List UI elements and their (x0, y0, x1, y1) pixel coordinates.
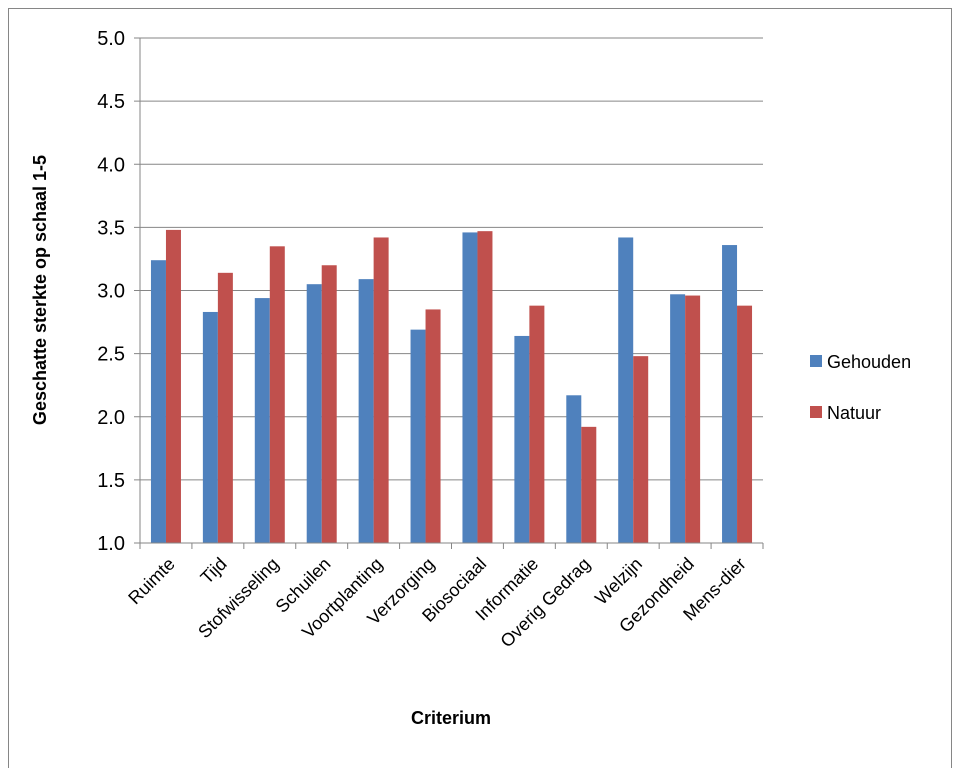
bar-gehouden-overig-gedrag (566, 395, 582, 543)
y-tick-label: 2.0 (97, 407, 125, 429)
bar-gehouden-biosociaal (462, 232, 478, 544)
y-tick-label: 1.0 (97, 533, 125, 555)
y-tick-label: 5.0 (97, 28, 125, 50)
bar-natuur-overig-gedrag (581, 426, 597, 543)
legend-label-gehouden: Gehouden (827, 352, 911, 372)
bar-natuur-ruimte (165, 229, 181, 543)
bar-gehouden-welzijn (618, 237, 634, 543)
bar-gehouden-verzorging (410, 329, 426, 543)
y-tick-label: 3.5 (97, 217, 125, 239)
bar-gehouden-schuilen (306, 284, 322, 543)
bar-gehouden-voortplanting (358, 279, 374, 543)
x-tick-labels: Ruimte TijdStofwisselingSchuilenVoortplan… (124, 554, 750, 652)
bar-gehouden-mens-dier (722, 245, 738, 544)
y-tick-label: 4.0 (97, 154, 125, 176)
bar-natuur-welzijn (633, 356, 649, 543)
bar-gehouden-gezondheid (670, 294, 686, 543)
bar-gehouden-tijd (202, 311, 218, 543)
x-tick-label: Ruimte (124, 554, 178, 608)
bar-natuur-schuilen (321, 265, 337, 543)
gridlines (140, 37, 763, 481)
y-tick-label: 1.5 (97, 470, 125, 492)
y-tick-label: 3.0 (97, 281, 125, 303)
bar-gehouden-informatie (514, 335, 530, 543)
legend-swatch-natuur (810, 406, 822, 418)
bar-natuur-stofwisseling (269, 246, 285, 543)
bar-natuur-voortplanting (373, 237, 389, 543)
legend-label-natuur: Natuur (827, 403, 881, 423)
bar-natuur-informatie (529, 305, 545, 543)
bar-gehouden-ruimte (150, 260, 166, 543)
axes (134, 37, 764, 549)
bar-natuur-mens-dier (737, 305, 753, 543)
bar-natuur-verzorging (425, 309, 441, 543)
legend: Gehouden Natuur (810, 352, 911, 423)
bars (150, 229, 753, 544)
y-tick-label: 2.5 (97, 344, 125, 366)
bar-natuur-biosociaal (477, 231, 493, 543)
bar-gehouden-stofwisseling (254, 298, 270, 543)
bar-natuur-gezondheid (685, 295, 701, 543)
legend-swatch-gehouden (810, 355, 822, 367)
x-tick-label: Overig Gedrag (496, 554, 594, 652)
y-tick-label: 4.5 (97, 91, 125, 113)
bar-natuur-tijd (217, 272, 233, 543)
y-tick-labels: 1.0 1.5 2.0 2.5 3.0 3.5 4.0 4.5 5.0 (97, 28, 125, 555)
y-axis-title: Geschatte sterkte op schaal 1-5 (30, 155, 50, 425)
x-tick-label: Tijd (197, 554, 231, 588)
x-axis-title: Criterium (411, 708, 491, 728)
